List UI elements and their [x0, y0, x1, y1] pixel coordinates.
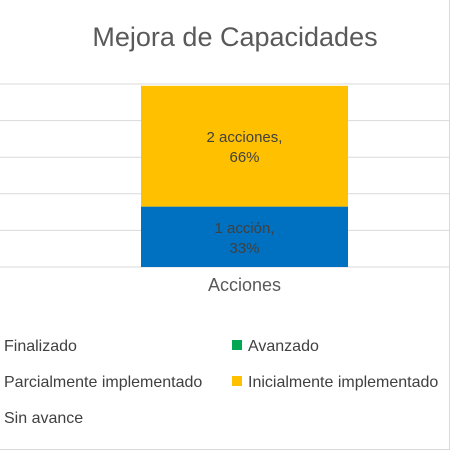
legend-label: Inicialmente implementado [248, 374, 438, 391]
legend: Finalizado Avanzado Parcialmente implement… [4, 338, 438, 427]
bar-segment [141, 85, 348, 207]
legend-item: Parcialmente implementado [4, 374, 202, 391]
legend-item: Finalizado [4, 338, 77, 355]
legend-item: Avanzado [232, 338, 319, 355]
data-label: 1 acción, [214, 220, 274, 237]
legend-item: Inicialmente implementado [232, 374, 438, 391]
category-labels: Acciones [208, 275, 281, 295]
chart-title: Mejora de Capacidades [92, 22, 377, 52]
data-label: 2 acciones, [207, 129, 283, 146]
legend-label: Avanzado [248, 338, 319, 355]
legend-swatch [232, 340, 242, 350]
segment-labels: 1 acción, 33% 2 acciones, 66% [207, 129, 283, 257]
legend-label: Sin avance [4, 410, 83, 427]
legend-label: Finalizado [4, 338, 77, 355]
legend-swatch [232, 376, 242, 386]
legend-label: Parcialmente implementado [4, 374, 202, 391]
data-label: 66% [229, 149, 259, 166]
category-tick-label: Acciones [208, 275, 281, 295]
bar-stack [141, 85, 348, 267]
legend-item: Sin avance [4, 410, 83, 427]
bar-segment [141, 206, 348, 267]
data-label: 33% [229, 240, 259, 257]
